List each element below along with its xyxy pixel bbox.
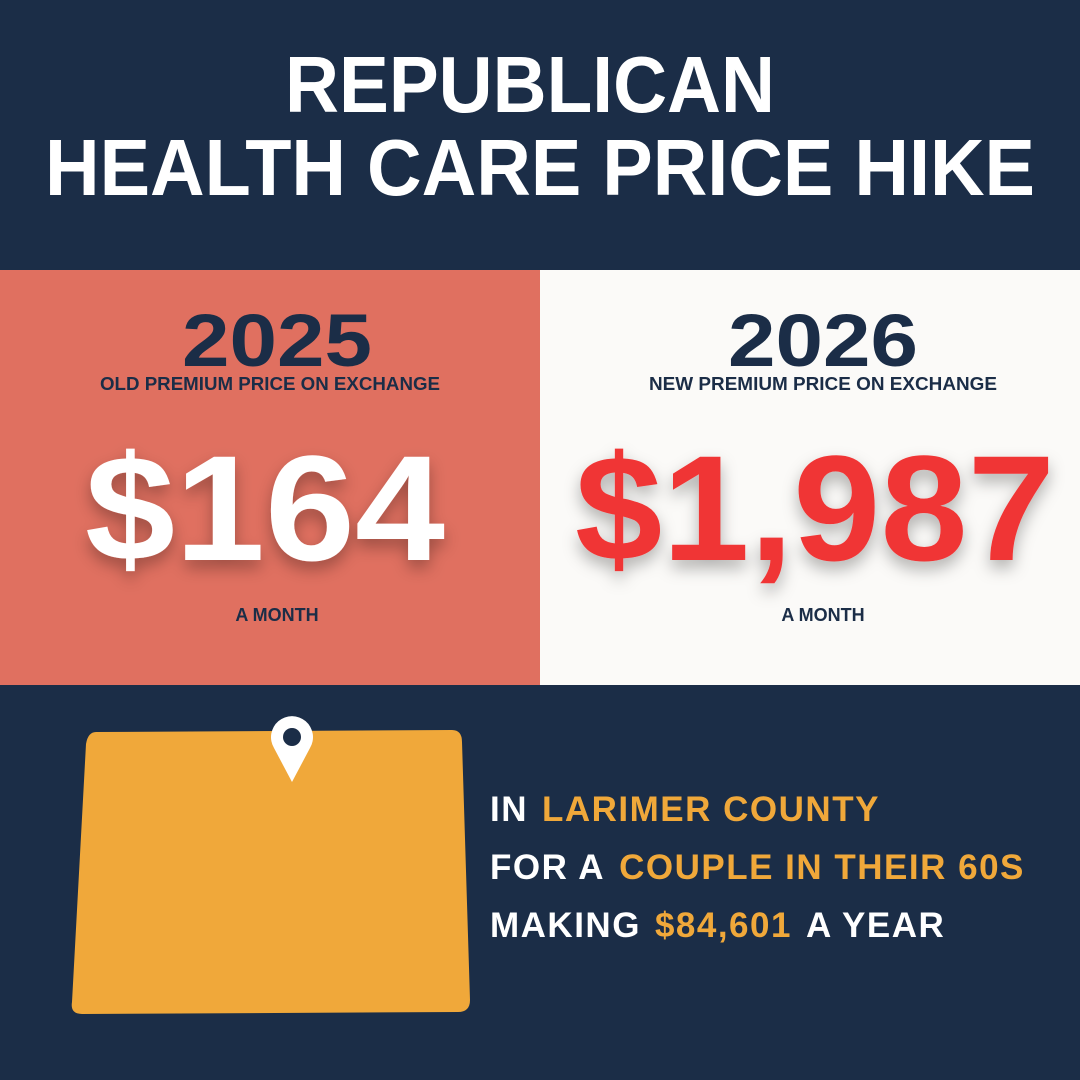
detail-line: IN LARIMER COUNTY [490,790,1039,848]
period: A MONTH [781,605,864,625]
detail-text: A YEAR [805,906,946,945]
location-pin [271,716,313,782]
year: 2025 [182,299,372,382]
detail-line: FOR A COUPLE IN THEIR 60S [490,848,1039,906]
detail-text: MAKING [490,906,641,945]
period: A MONTH [235,605,318,625]
highlight-text: $84,601 [654,906,792,945]
detail-text: IN [490,790,528,829]
year: 2026 [728,299,918,382]
caption: NEW PREMIUM PRICE ON EXCHANGE [649,374,997,394]
panel-new [540,270,1080,685]
details: IN LARIMER COUNTY FOR A COUPLE IN THEIR 60S… [490,790,1039,964]
detail-line: MAKING $84,601 A YEAR [490,906,1039,964]
state-shape [71,730,470,1014]
price: $1,987 [575,424,1055,592]
price: $164 [85,424,445,592]
pin-hole [283,728,301,746]
title-line: HEALTH CARE PRICE HIKE [45,123,1035,212]
detail-text: FOR A [490,848,606,887]
title-line: REPUBLICAN [285,40,775,129]
panel-old [0,270,540,685]
caption: OLD PREMIUM PRICE ON EXCHANGE [100,374,440,394]
highlight-text: LARIMER COUNTY [542,790,880,829]
highlight-text: COUPLE IN THEIR 60S [619,848,1025,887]
